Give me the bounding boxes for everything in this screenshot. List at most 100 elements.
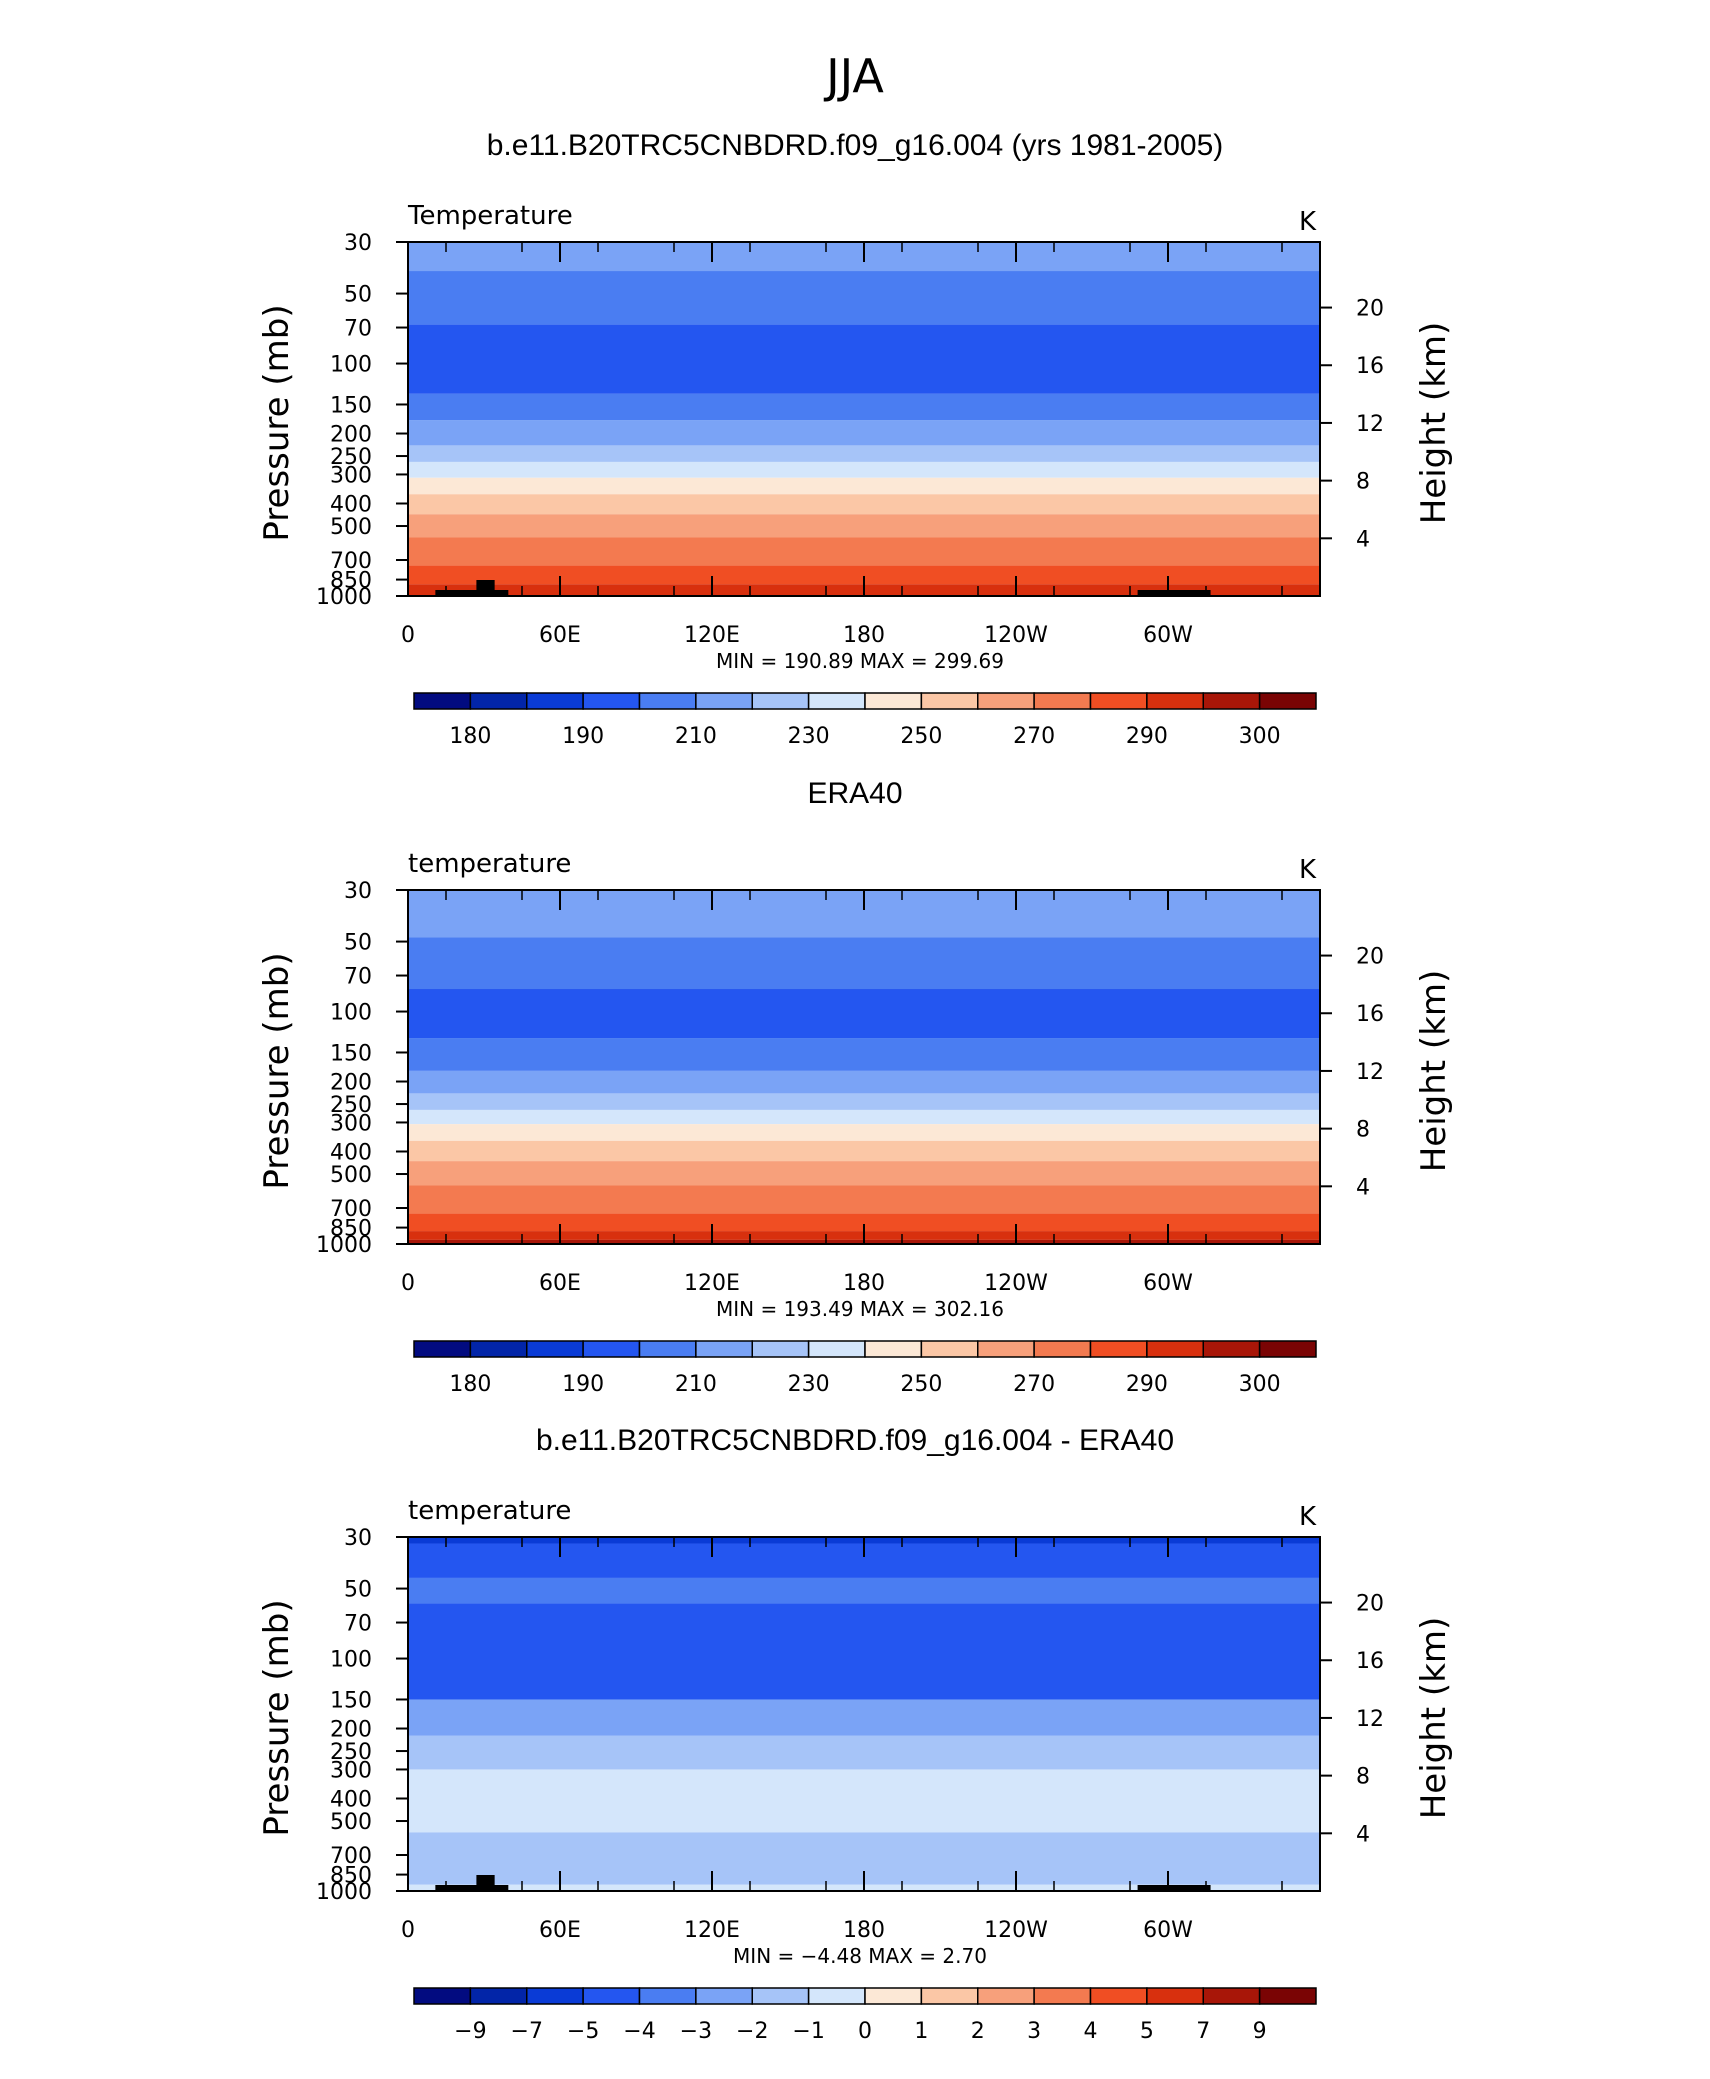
colorbar-label: 210 xyxy=(675,1372,717,1397)
y-tick-label: 250 xyxy=(330,1093,372,1118)
colorbar-swatch xyxy=(582,1987,641,2005)
x-tick-label: 120W xyxy=(984,1918,1048,1943)
y-axis-label: Pressure (mb) xyxy=(257,1599,297,1836)
colorbar-label: 1 xyxy=(914,2019,928,2044)
x-tick-label: 0 xyxy=(401,623,415,648)
x-tick-label: 180 xyxy=(843,623,885,648)
y-tick-label: 30 xyxy=(344,231,372,256)
contour-band xyxy=(408,1769,1320,1833)
y-tick-label: 700 xyxy=(330,549,372,574)
y-right-tick-label: 12 xyxy=(1356,412,1384,437)
colorbar-swatch xyxy=(977,1340,1035,1358)
x-tick-label: 120E xyxy=(684,623,740,648)
min-max-stats: MIN = −4.48 MAX = 2.70 xyxy=(733,1944,987,1968)
colorbar-swatch xyxy=(413,692,472,710)
x-tick-label: 60E xyxy=(539,1271,581,1296)
colorbar-label: 3 xyxy=(1027,2019,1041,2044)
panels: b.e11.B20TRC5CNBDRD.f09_g16.004 (yrs 198… xyxy=(257,129,1454,2044)
panel-2: ERA40 temperature K 0 60E 120E 180 120W 60W 30 50 7… xyxy=(257,777,1454,1397)
panel-title: b.e11.B20TRC5CNBDRD.f09_g16.004 (yrs 198… xyxy=(487,129,1224,162)
y-tick-label: 850 xyxy=(330,569,372,594)
contour-band xyxy=(408,461,1320,478)
colorbar-swatch xyxy=(413,1987,472,2005)
contour-band xyxy=(408,1577,1320,1604)
y-tick-label: 400 xyxy=(330,1140,372,1165)
y-right-axis-label: Height (km) xyxy=(1414,970,1454,1173)
contour-band xyxy=(408,420,1320,446)
y-tick-label: 50 xyxy=(344,1578,372,1603)
y-right-axis-label: Height (km) xyxy=(1414,1617,1454,1820)
contour-band xyxy=(408,514,1320,538)
colorbar-label: 9 xyxy=(1253,2019,1267,2044)
colorbar-swatch xyxy=(864,1340,923,1358)
colorbar-swatch xyxy=(1033,692,1092,710)
y-tick-label: 850 xyxy=(330,1217,372,1242)
y-tick-label: 50 xyxy=(344,931,372,956)
contour-band xyxy=(408,1038,1320,1071)
y-tick-label: 250 xyxy=(330,1740,372,1765)
y-right-tick-label: 12 xyxy=(1356,1707,1384,1732)
colorbar-swatch xyxy=(920,692,979,710)
colorbar-swatch xyxy=(751,1340,810,1358)
y-right-tick-label: 8 xyxy=(1356,1765,1370,1790)
x-tick-label: 0 xyxy=(401,1271,415,1296)
contour-band xyxy=(408,1213,1320,1232)
units-label: K xyxy=(1299,207,1317,237)
colorbar-swatch xyxy=(582,692,641,710)
colorbar-swatch xyxy=(695,692,753,710)
colorbar-swatch xyxy=(469,692,528,710)
min-max-stats: MIN = 193.49 MAX = 302.16 xyxy=(716,1297,1004,1321)
colorbar-swatch xyxy=(1089,1340,1148,1358)
x-tick-label: 60W xyxy=(1143,623,1193,648)
colorbar-swatch xyxy=(1033,1340,1092,1358)
colorbar-swatch xyxy=(1146,1340,1204,1358)
contour-band xyxy=(408,1124,1320,1141)
colorbar-label: −4 xyxy=(623,2019,655,2044)
colorbar-label: 190 xyxy=(562,724,604,749)
colorbar-label: 300 xyxy=(1239,724,1281,749)
y-tick-label: 100 xyxy=(330,1001,372,1026)
land-mask xyxy=(435,590,509,596)
colorbar-label: −5 xyxy=(567,2019,599,2044)
y-right-axis-label: Height (km) xyxy=(1414,322,1454,525)
contour-band xyxy=(408,1699,1320,1736)
y-tick-label: 150 xyxy=(330,1041,372,1066)
land-mask xyxy=(1137,590,1211,596)
contour-band xyxy=(408,393,1320,421)
land-mask xyxy=(476,1875,495,1891)
y-tick-label: 30 xyxy=(344,1526,372,1551)
y-tick-label: 400 xyxy=(330,1787,372,1812)
contour-band xyxy=(408,989,1320,1039)
colorbar-swatch xyxy=(1202,1340,1261,1358)
colorbar-swatch xyxy=(638,1340,697,1358)
contour-band xyxy=(408,565,1320,585)
y-tick-label: 150 xyxy=(330,1688,372,1713)
x-tick-label: 120E xyxy=(684,1918,740,1943)
y-right-tick-label: 8 xyxy=(1356,470,1370,495)
y-tick-label: 1000 xyxy=(316,585,372,610)
panel-3: b.e11.B20TRC5CNBDRD.f09_g16.004 - ERA40 t… xyxy=(257,1424,1454,2044)
colorbar-label: −3 xyxy=(680,2019,712,2044)
contour-band xyxy=(408,1161,1320,1186)
colorbar-swatch xyxy=(1089,1987,1148,2005)
y-right-tick-label: 12 xyxy=(1356,1060,1384,1085)
y-tick-label: 30 xyxy=(344,879,372,904)
x-tick-label: 120E xyxy=(684,1271,740,1296)
y-tick-label: 200 xyxy=(330,1071,372,1096)
y-right-tick-label: 20 xyxy=(1356,945,1384,970)
colorbar-swatch xyxy=(1258,1340,1317,1358)
colorbar-label: 5 xyxy=(1140,2019,1154,2044)
contour-band xyxy=(408,271,1320,325)
colorbar-swatch xyxy=(413,1340,472,1358)
y-tick-label: 100 xyxy=(330,1648,372,1673)
colorbar-label: −7 xyxy=(511,2019,543,2044)
y-tick-label: 400 xyxy=(330,492,372,517)
y-tick-label: 700 xyxy=(330,1844,372,1869)
x-tick-label: 60W xyxy=(1143,1918,1193,1943)
units-label: K xyxy=(1299,1502,1317,1532)
y-tick-label: 1000 xyxy=(316,1233,372,1258)
y-tick-label: 200 xyxy=(330,423,372,448)
y-tick-label: 50 xyxy=(344,283,372,308)
panel-title: ERA40 xyxy=(807,777,902,810)
colorbar-label: 290 xyxy=(1126,724,1168,749)
